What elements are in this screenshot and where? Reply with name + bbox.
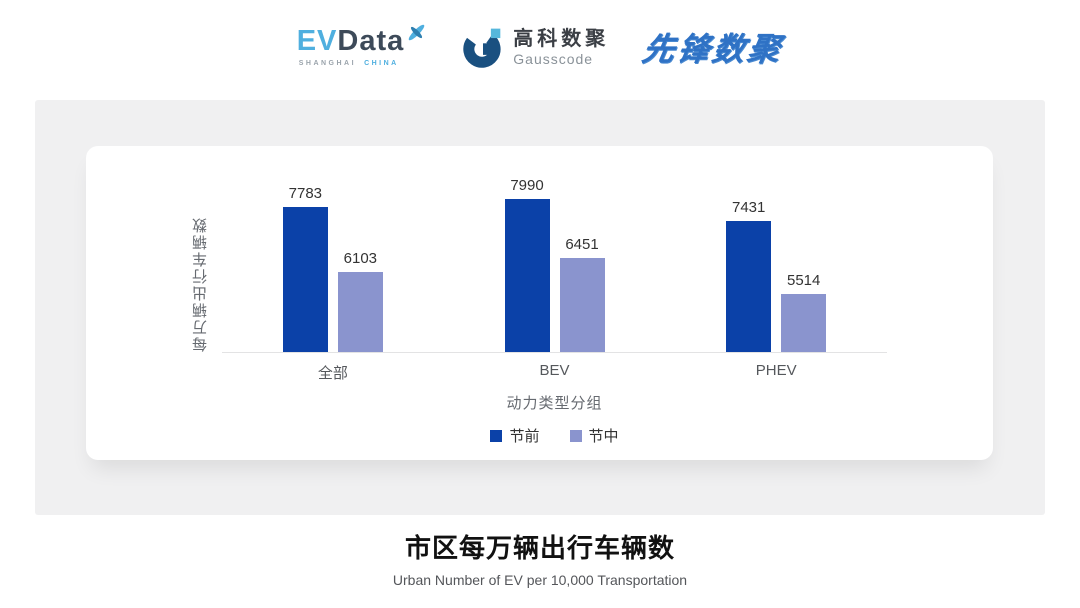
chart-title: 市区每万辆出行车辆数 bbox=[404, 533, 675, 563]
bar-wrap: 6451 bbox=[559, 236, 605, 352]
gausscode-text: 高科数聚 Gausscode bbox=[513, 28, 609, 67]
bar-wrap: 5514 bbox=[781, 272, 827, 352]
evdata-sub-china: CHINA bbox=[364, 60, 399, 67]
gausscode-english-name: Gausscode bbox=[513, 50, 594, 67]
bar bbox=[559, 258, 605, 352]
category-label: BEV bbox=[539, 362, 570, 379]
plot-area: 7783 6103 7990 6451 7431 5514 bbox=[222, 168, 887, 353]
x-axis-label: 动力类型分组 bbox=[506, 395, 603, 412]
gausscode-g-logo-icon bbox=[462, 26, 504, 68]
gausscode-chinese-name: 高科数聚 bbox=[513, 27, 610, 50]
category-label: PHEV bbox=[755, 362, 797, 379]
evdata-logo: EV Data SHANGHAI CHINA bbox=[296, 24, 429, 67]
bar bbox=[282, 207, 328, 352]
bar bbox=[726, 221, 772, 352]
category-label: 全部 bbox=[317, 365, 348, 382]
bar-group: 7783 6103 bbox=[222, 185, 444, 352]
legend-label: 节前 bbox=[509, 428, 540, 445]
evdata-wordmark: EV Data bbox=[296, 24, 429, 57]
bar-value-label: 7783 bbox=[288, 185, 323, 202]
legend-swatch-icon bbox=[569, 429, 582, 442]
bar-value-label: 6103 bbox=[343, 250, 378, 267]
legend: 节前 节中 bbox=[222, 425, 887, 446]
bar-value-label: 6451 bbox=[565, 236, 599, 253]
evdata-sub-shanghai: SHANGHAI bbox=[298, 60, 357, 67]
evdata-subtitle: SHANGHAI CHINA bbox=[297, 60, 429, 67]
bar-wrap: 7783 bbox=[282, 185, 328, 352]
chart-panel: 每万辆出行车辆数 7783 6103 7990 6451 7431 5514 全部 BEV P… bbox=[35, 100, 1045, 515]
category-axis: 全部 BEV PHEV bbox=[222, 353, 887, 383]
bar-wrap: 7431 bbox=[726, 199, 772, 352]
bar-group: 7431 5514 bbox=[665, 199, 887, 352]
y-axis-label: 每万辆出行车辆数 bbox=[192, 216, 209, 352]
bar bbox=[337, 272, 383, 352]
evdata-data-text: Data bbox=[337, 25, 405, 57]
gausscode-logo: 高科数聚 Gausscode bbox=[462, 26, 609, 68]
bar-value-label: 5514 bbox=[786, 272, 821, 289]
chart-subtitle: Urban Number of EV per 10,000 Transporta… bbox=[392, 572, 688, 588]
bar-wrap: 7990 bbox=[504, 177, 550, 352]
chart-card: 每万辆出行车辆数 7783 6103 7990 6451 7431 5514 全部 BEV P… bbox=[86, 146, 993, 460]
bar-wrap: 6103 bbox=[337, 250, 383, 352]
legend-item: 节前 bbox=[490, 425, 540, 446]
bar-group: 7990 6451 bbox=[444, 177, 666, 352]
logo-header: EV Data SHANGHAI CHINA bbox=[0, 24, 1080, 70]
bar bbox=[504, 199, 550, 352]
legend-label: 节中 bbox=[588, 428, 619, 445]
plot-column: 7783 6103 7990 6451 7431 5514 全部 BEV PHEV 动力类型分… bbox=[222, 168, 887, 446]
bar bbox=[781, 294, 827, 352]
evdata-x-icon bbox=[405, 21, 428, 48]
bar-value-label: 7431 bbox=[731, 199, 766, 216]
evdata-ev-text: EV bbox=[296, 25, 338, 57]
bar-value-label: 7990 bbox=[510, 177, 544, 194]
figure-caption: 市区每万辆出行车辆数 Urban Number of EV per 10,000… bbox=[0, 528, 1080, 588]
legend-item: 节中 bbox=[569, 425, 619, 446]
xianfeng-shuju-logo: 先锋数聚 bbox=[639, 31, 787, 67]
legend-swatch-icon bbox=[490, 429, 503, 442]
